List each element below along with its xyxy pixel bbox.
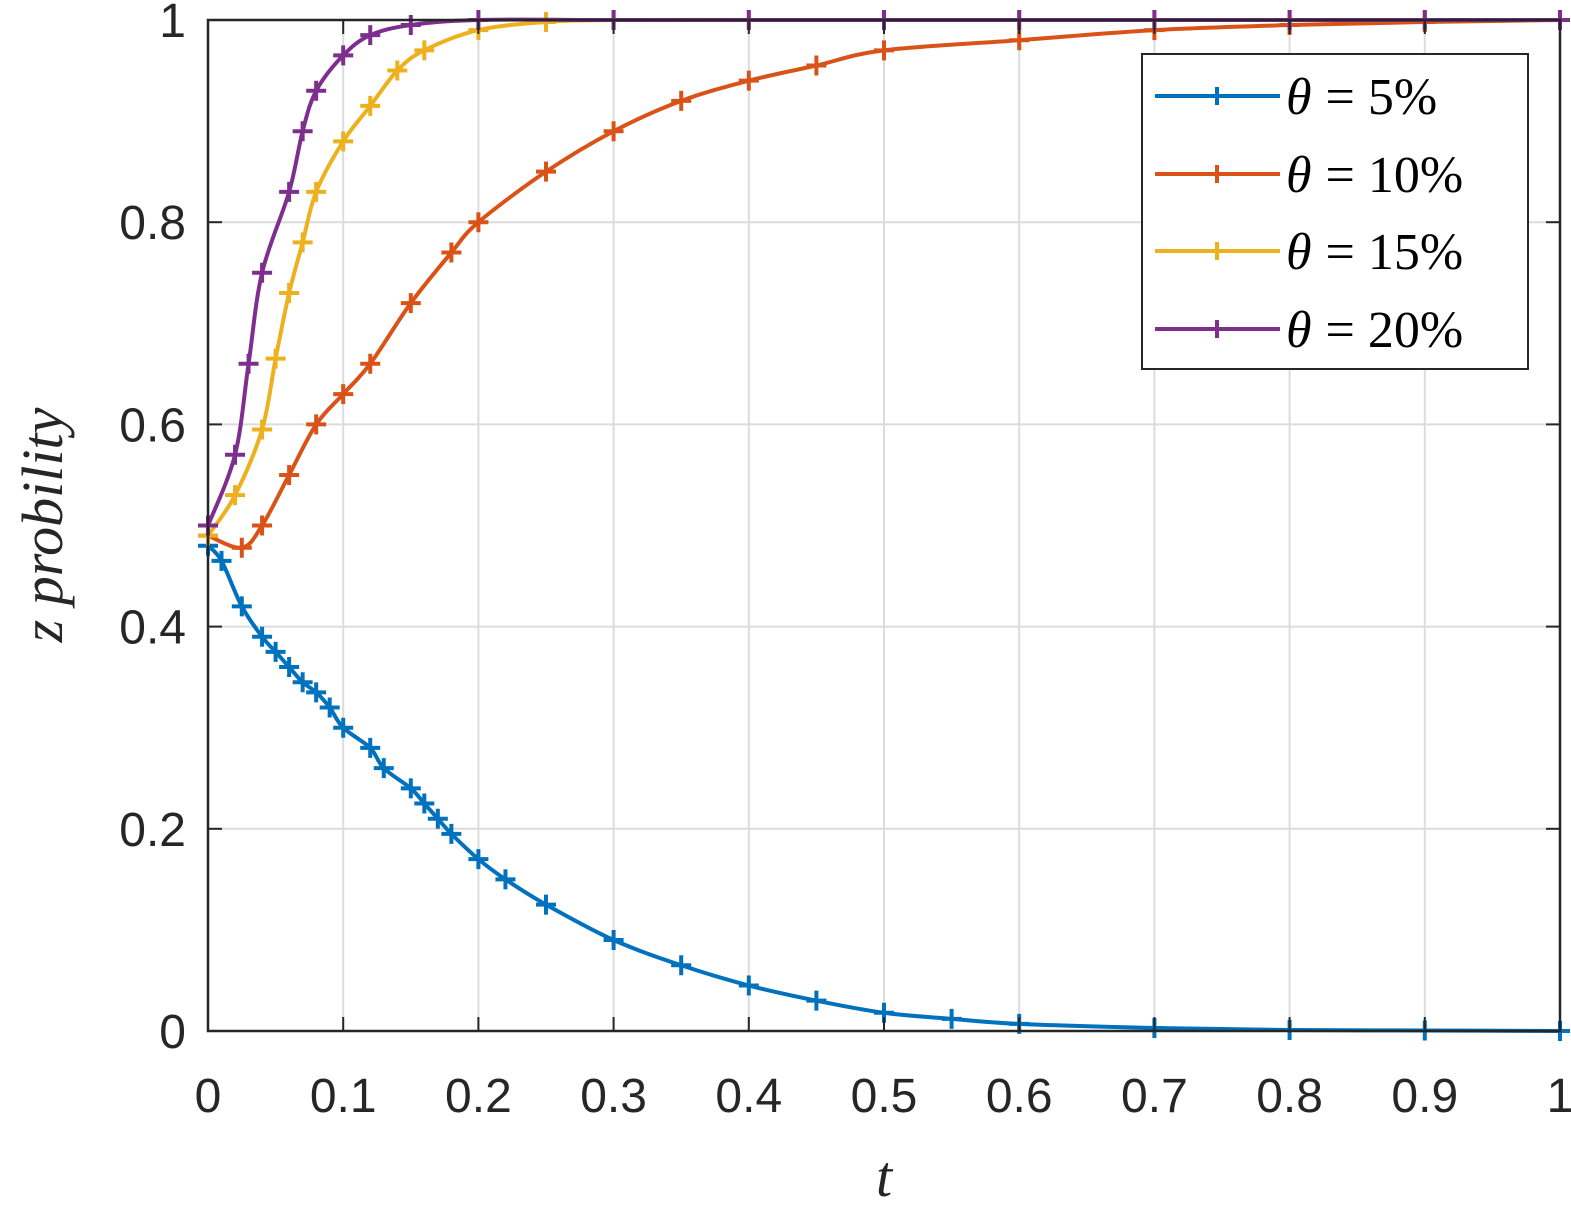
plus-marker [603,121,624,142]
plus-marker [292,121,313,142]
plus-marker [373,758,394,779]
plus-marker [400,778,421,799]
x-tick-labels: 0 0.1 0.2 0.3 0.4 0.5 0.6 0.7 0.8 0.9 1 [195,1070,1571,1123]
plus-marker [671,90,692,111]
plus-marker [306,414,327,435]
plus-marker [333,717,354,738]
x-tick-label: 0.8 [1256,1070,1323,1123]
x-tick-label: 1 [1547,1070,1571,1123]
plus-marker [225,485,246,506]
plus-marker [279,181,300,202]
x-tick-label: 0.1 [310,1070,377,1123]
plus-marker [319,697,340,718]
x-tick-label: 0.6 [986,1070,1053,1123]
y-tick-labels: 0 0.2 0.4 0.6 0.8 1 [119,0,186,1059]
plus-marker [265,641,286,662]
plus-marker [387,60,408,81]
plus-marker [806,55,827,76]
legend-item: θ = 5% [1155,69,1437,126]
plus-marker [279,657,300,678]
legend-item: θ = 15% [1155,224,1463,281]
plus-marker [333,131,354,152]
plus-marker [360,95,381,116]
x-axis-label: t [876,1144,894,1206]
plus-marker [671,955,692,976]
plus-marker [252,262,273,283]
plus-marker [225,444,246,465]
legend-item: θ = 10% [1155,147,1463,204]
plus-marker [306,682,327,703]
plus-marker [536,12,556,33]
plus-marker [468,212,489,233]
legend-label: θ = 15% [1286,224,1463,281]
legend-label: θ = 10% [1286,147,1463,204]
y-tick-label: 0.8 [119,197,186,250]
plus-marker [738,70,759,91]
plus-marker [231,596,252,617]
plus-marker [360,737,381,758]
x-tick-label: 0.7 [1121,1070,1188,1123]
y-tick-label: 1 [159,0,186,48]
y-tick-label: 0.6 [119,399,186,452]
x-tick-label: 0.9 [1391,1070,1458,1123]
plus-marker [292,672,313,693]
plus-marker [252,419,273,440]
plus-marker [306,181,327,202]
plus-marker [231,537,252,558]
plus-marker [238,353,259,374]
legend: θ = 5% θ = 10% θ = 15% θ = 20% [1141,53,1529,370]
plus-marker [279,464,300,485]
plus-marker [360,353,381,374]
plus-marker [468,849,489,870]
plus-marker [333,384,354,405]
legend-label: θ = 5% [1286,69,1437,126]
plus-marker [738,975,759,996]
legend-item: θ = 20% [1155,302,1463,359]
plus-marker [806,990,827,1011]
plus-marker [536,894,556,915]
plus-marker [536,161,556,182]
x-tick-label: 0.3 [580,1070,647,1123]
x-tick-label: 0.2 [445,1070,512,1123]
y-tick-label: 0 [159,1006,186,1059]
plus-marker [441,242,462,263]
y-tick-label: 0.2 [119,804,186,857]
plus-marker [941,1008,962,1029]
plus-marker [874,40,894,61]
plus-marker [265,348,286,369]
legend-box [1141,53,1529,370]
legend-label: θ = 20% [1286,302,1463,359]
plus-marker [603,930,624,951]
plus-marker [360,25,381,46]
plus-marker [495,869,516,890]
y-tick-label: 0.4 [119,602,186,655]
x-tick-label: 0 [195,1070,222,1123]
plus-marker [441,823,462,844]
plus-marker [306,80,327,101]
plus-marker [333,45,354,66]
plus-marker [414,40,435,61]
plus-marker [400,15,421,36]
x-tick-label: 0.5 [851,1070,918,1123]
plus-marker [400,293,421,314]
x-tick-label: 0.4 [715,1070,782,1123]
axis-ticks [207,19,1561,1032]
plus-marker [252,626,273,647]
plus-marker [279,282,300,303]
plus-marker [427,808,448,829]
plus-marker [211,550,232,571]
plus-marker [414,793,435,814]
plus-marker [252,515,273,536]
plus-marker [292,232,313,253]
y-axis-label: z probility [10,407,75,643]
